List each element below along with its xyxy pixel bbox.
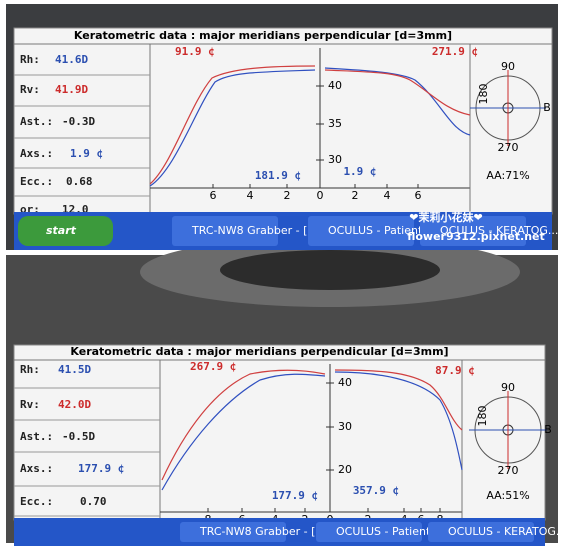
taskbar-text[interactable]: TRC-NW8 Grabber - [... [199,525,326,538]
field-label: Rh: [20,53,40,66]
field-value: -0.5D [62,430,95,443]
taskbar-button[interactable] [420,216,526,246]
aa-label: AA:51% [486,489,529,502]
x-tick-label: 2 [284,189,291,202]
y-tick-label: 20 [338,463,352,476]
field-value: -0.3D [62,115,95,128]
field-value: 41.6D [55,53,88,66]
curve-blue [149,69,316,187]
taskbar-start[interactable] [18,216,113,246]
curve-blue [334,371,463,471]
field-value: 41.9D [55,83,88,96]
meridian-label: 181.9 ¢ [255,169,301,182]
meridian-label: 267.9 ¢ [190,360,236,373]
polar-label: 90 [501,60,515,73]
x-tick-label: 4 [247,189,254,202]
polar-label: 270 [498,464,519,477]
polar-label: B [543,101,551,114]
taskbar-button[interactable] [172,216,278,246]
field-label: Rh: [20,363,40,376]
field-value: 1.9 ¢ [70,147,103,160]
curve-blue [324,67,471,136]
x-tick-label: 4 [384,189,391,202]
taskbar-text[interactable]: start [46,224,77,237]
polar-label: 180 [477,84,490,105]
field-value: 177.9 ¢ [78,462,124,475]
polar-label: 180 [476,406,489,427]
x-tick-label: 6 [415,189,422,202]
taskbar-text[interactable]: OCULUS - KERATOG... [448,525,564,538]
x-tick-label: 6 [210,189,217,202]
field-label: Ast.: [20,430,53,443]
field-value: 0.70 [80,495,107,508]
meridian-label: 177.9 ¢ [272,489,318,502]
field-label: Rv: [20,398,40,411]
screen [13,27,553,215]
taskbar-button[interactable] [428,522,534,542]
y-tick-label: 35 [328,117,342,130]
field-value: 0.68 [66,175,93,188]
polar-label: 270 [498,141,519,154]
taskbar-text[interactable]: TRC-NW8 Grabber - [... [191,224,318,237]
watermark: ❤茉莉小花妹❤ [409,210,482,224]
curve-red [149,65,316,185]
taskbar-text[interactable]: OCULUS - KERATOG... [440,224,558,237]
field-label: Axs.: [20,147,53,160]
screen [13,344,546,521]
y-tick-label: 30 [338,420,352,433]
meridian-label: 357.9 ¢ [353,484,399,497]
field-label: Ecc.: [20,495,53,508]
meridian-label: 87.9 ¢ [435,364,475,377]
field-label: Rv: [20,83,40,96]
meridian-label: 271.9 ¢ [432,45,478,58]
curve-blue [161,373,326,491]
curve-red [334,369,463,431]
y-tick-label: 30 [328,153,342,166]
panel-title: Keratometric data : major meridians perp… [74,29,452,42]
field-label: Axs.: [20,462,53,475]
field-value: 42.0D [58,398,91,411]
taskbar-button[interactable] [316,522,422,542]
eye-iris [220,250,440,290]
meridian-label: 1.9 ¢ [343,165,376,178]
y-tick-label: 40 [328,79,342,92]
x-tick-label: 0 [317,189,324,202]
taskbar-text[interactable]: OCULUS - Patient D... [328,224,445,237]
curve-red [324,69,471,116]
aa-label: AA:71% [486,169,529,182]
polar-label: 90 [501,381,515,394]
polar-label: B [544,423,552,436]
field-value: 41.5D [58,363,91,376]
field-label: Ast.: [20,115,53,128]
y-tick-label: 40 [338,376,352,389]
panel-title: Keratometric data : major meridians perp… [70,345,448,358]
meridian-label: 91.9 ¢ [175,45,215,58]
watermark: flower9312.pixnet.net [407,230,545,243]
taskbar-button[interactable] [180,522,286,542]
taskbar-text[interactable]: OCULUS - Patient D... [336,525,453,538]
field-label: Ecc.: [20,175,53,188]
x-tick-label: 2 [352,189,359,202]
taskbar-button[interactable] [308,216,414,246]
curve-red [161,369,326,481]
